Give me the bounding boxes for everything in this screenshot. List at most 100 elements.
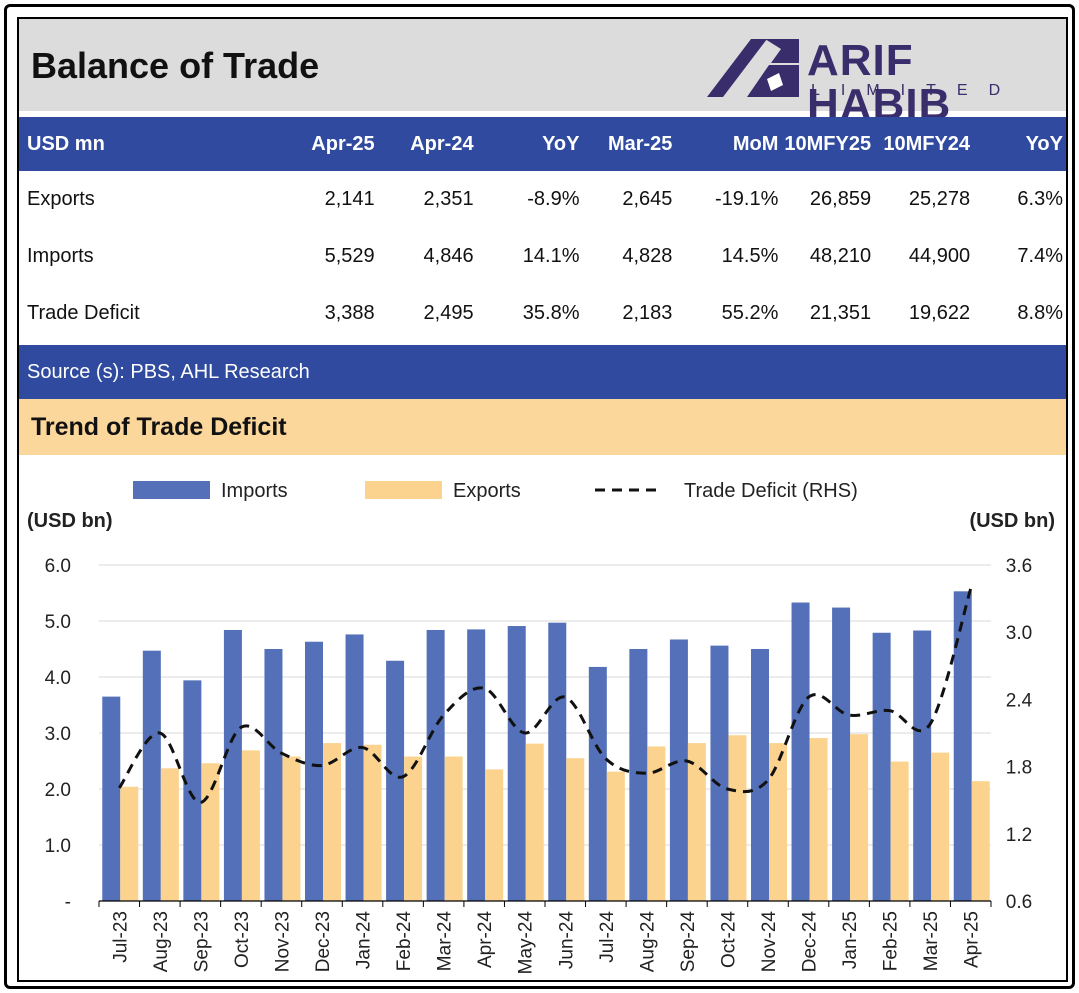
- table-cell: Trade Deficit: [19, 285, 281, 342]
- column-header: Mar-25: [582, 117, 676, 171]
- imports-bar: [345, 634, 364, 901]
- table-cell: 5,529: [280, 228, 378, 285]
- outer-frame: Balance of Trade ARIF HABIB LIMITED USD: [4, 4, 1075, 989]
- table-cell: Exports: [19, 171, 281, 228]
- exports-bar: [404, 756, 423, 901]
- y-axis-tick-label: 4.0: [45, 668, 71, 689]
- column-header: YoY: [973, 117, 1066, 171]
- exports-bar: [728, 735, 747, 901]
- table-cell: 19,622: [874, 285, 974, 342]
- legend-exports-label: Exports: [453, 480, 521, 502]
- x-axis-tick-label: Aug-23: [151, 911, 172, 972]
- legend-imports-label: Imports: [221, 480, 288, 502]
- table-row: Imports 5,529 4,846 14.1% 4,828 14.5% 48…: [19, 228, 1066, 285]
- table-cell: -19.1%: [675, 171, 782, 228]
- table-cell: 8.8%: [973, 285, 1066, 342]
- imports-bar: [264, 649, 283, 901]
- imports-bar: [669, 639, 688, 901]
- trade-chart: - 1.0 2.0 3.0 4.0 5.0 6.0 0.6 1.2 1.8 2.4 3.0 3.6 Jul…: [27, 480, 1055, 975]
- exports-bar: [769, 743, 787, 901]
- exports-bar: [971, 781, 990, 901]
- column-header: Apr-24: [377, 117, 477, 171]
- table-cell: 14.5%: [675, 228, 782, 285]
- imports-bar: [588, 666, 607, 901]
- y-axis-title: (USD bn): [27, 510, 113, 532]
- table-cell: 2,351: [377, 171, 477, 228]
- table-cell: -8.9%: [476, 171, 583, 228]
- imports-bar: [386, 660, 405, 901]
- imports-bar: [913, 630, 932, 901]
- x-axis-tick-label: Feb-25: [881, 911, 902, 971]
- exports-bar: [566, 758, 585, 901]
- x-axis-tick-label: Apr-25: [962, 911, 983, 968]
- table-cell: 2,183: [582, 285, 676, 342]
- exports-bar: [525, 743, 544, 901]
- x-axis-tick-label: May-24: [516, 911, 537, 975]
- report-panel: Balance of Trade ARIF HABIB LIMITED USD: [17, 17, 1068, 982]
- y-axis-tick-label: 1.0: [45, 836, 71, 857]
- exports-bar: [120, 786, 139, 901]
- y2-axis-title: (USD bn): [969, 510, 1055, 532]
- x-axis-tick-label: Jan-25: [840, 911, 861, 969]
- table-cell: 26,859: [781, 171, 875, 228]
- company-logo: ARIF HABIB LIMITED: [707, 35, 1057, 127]
- imports-bar: [832, 607, 851, 901]
- table-cell: 25,278: [874, 171, 974, 228]
- imports-bar: [305, 641, 323, 901]
- table-cell: 6.3%: [973, 171, 1066, 228]
- y2-axis-tick-label: 3.0: [1006, 623, 1032, 644]
- x-axis-tick-label: Aug-24: [637, 911, 658, 973]
- table-cell: 44,900: [874, 228, 974, 285]
- x-axis-tick-label: Oct-24: [718, 911, 739, 968]
- x-axis-tick-label: Nov-23: [272, 911, 293, 972]
- imports-bar: [791, 602, 810, 901]
- table-cell: 4,846: [377, 228, 477, 285]
- exports-bar: [606, 771, 625, 901]
- exports-bar: [444, 756, 463, 901]
- column-header: USD mn: [19, 117, 281, 171]
- x-axis-tick-label: Sep-23: [191, 911, 212, 972]
- exports-bar: [809, 738, 828, 901]
- page-title: Balance of Trade: [31, 45, 320, 86]
- x-axis-tick-label: Jan-24: [354, 911, 375, 970]
- trade-summary-table: USD mn Apr-25 Apr-24 YoY Mar-25 MoM 10MF…: [19, 117, 1066, 342]
- exports-bar: [282, 756, 301, 901]
- table-cell: 2,141: [280, 171, 378, 228]
- chart-section-title: Trend of Trade Deficit: [19, 399, 1066, 455]
- imports-bar: [183, 680, 202, 901]
- imports-bar: [629, 649, 648, 901]
- y-axis-tick-label: -: [65, 892, 71, 913]
- y-axis-tick-label: 3.0: [45, 724, 71, 745]
- imports-bar: [426, 629, 445, 901]
- exports-bar: [850, 734, 869, 901]
- logo-subtext: LIMITED: [811, 82, 1022, 99]
- table-cell: 48,210: [781, 228, 875, 285]
- exports-bar: [241, 750, 260, 901]
- imports-bar: [548, 622, 567, 901]
- x-axis-tick-label: Sep-24: [678, 911, 699, 973]
- x-axis-tick-label: Jul-24: [597, 911, 618, 963]
- imports-bar: [872, 632, 891, 901]
- column-header: MoM: [675, 117, 782, 171]
- table-header-row: USD mn Apr-25 Apr-24 YoY Mar-25 MoM 10MF…: [19, 117, 1066, 171]
- x-axis-tick-label: Mar-25: [921, 911, 942, 971]
- imports-bar: [710, 645, 729, 901]
- table-row: Exports 2,141 2,351 -8.9% 2,645 -19.1% 2…: [19, 171, 1066, 228]
- imports-bar: [142, 650, 161, 901]
- x-axis-tick-label: Oct-23: [232, 911, 253, 968]
- table-cell: 7.4%: [973, 228, 1066, 285]
- exports-bar: [323, 743, 341, 901]
- table-cell: 14.1%: [476, 228, 583, 285]
- exports-bar: [931, 752, 950, 901]
- y-axis-tick-label: 2.0: [45, 780, 71, 801]
- column-header: Apr-25: [280, 117, 378, 171]
- exports-bar: [687, 743, 706, 901]
- x-axis-tick-label: Jun-24: [556, 911, 577, 970]
- logo-mark-icon: [707, 39, 799, 97]
- exports-bar: [201, 763, 220, 901]
- column-header: 10MFY25: [781, 117, 875, 171]
- exports-bar: [160, 768, 179, 901]
- legend-exports-swatch: [365, 481, 442, 499]
- x-axis-tick-label: Apr-24: [475, 911, 496, 968]
- table-cell: 55.2%: [675, 285, 782, 342]
